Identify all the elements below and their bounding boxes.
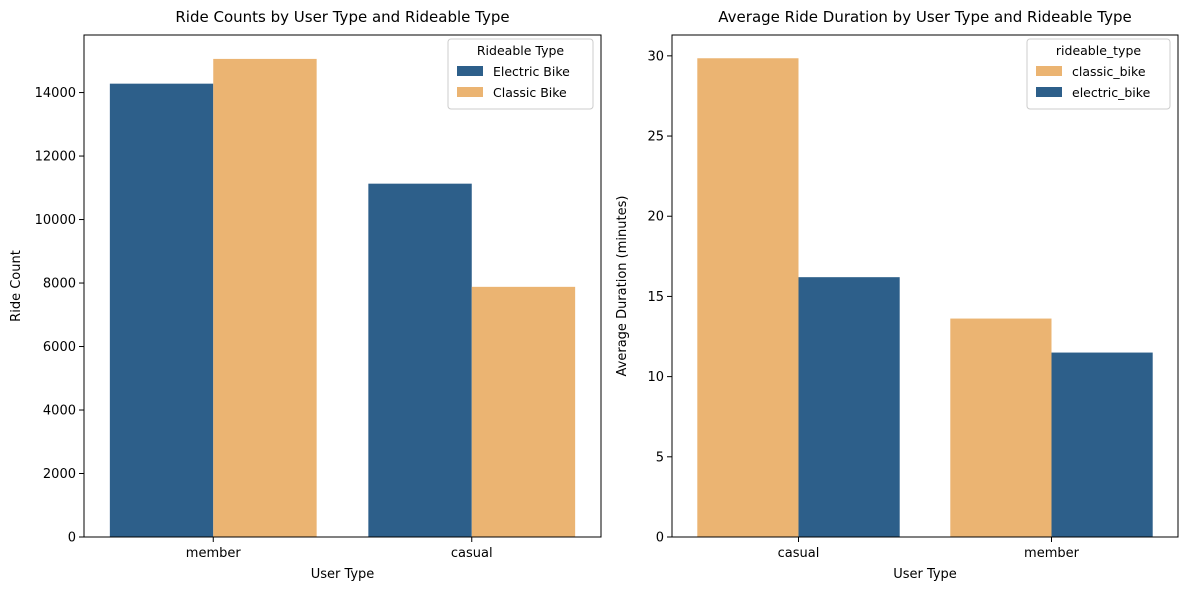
average-duration-chart: 0 5 10 15 20 25 30 casual member User Type Average… — [615, 8, 1179, 582]
bar-electric-bike-casual — [798, 277, 900, 537]
bar-classic-bike-member — [950, 318, 1052, 537]
legend-box — [1026, 38, 1171, 110]
x-tick-label: member — [1024, 546, 1080, 561]
y-tick-label: 5 — [656, 450, 664, 465]
legend: rideable_type classic_bike electric_bike — [1026, 38, 1171, 110]
legend-box — [447, 38, 594, 110]
y-tick-label: 12000 — [35, 150, 76, 165]
x-tick-label: casual — [778, 546, 820, 561]
chart-title: Ride Counts by User Type and Rideable Ty… — [175, 8, 509, 26]
y-axis-label: Average Duration (minutes) — [615, 196, 630, 377]
y-tick-label: 0 — [656, 531, 664, 546]
legend-swatch — [1036, 66, 1062, 76]
bar-classic-bike-casual — [697, 58, 799, 538]
y-tick-label: 10 — [647, 370, 664, 385]
y-tick-label: 25 — [647, 130, 664, 145]
legend-label: Classic Bike — [493, 85, 567, 100]
y-tick-label: 20 — [647, 210, 664, 225]
y-tick-label: 10000 — [35, 213, 76, 228]
y-tick-label: 14000 — [35, 86, 76, 101]
y-tick-label: 15 — [647, 290, 664, 305]
y-tick-label: 30 — [647, 49, 664, 64]
legend-label: electric_bike — [1072, 85, 1151, 100]
legend-label: Electric Bike — [493, 64, 570, 79]
y-tick-label: 2000 — [43, 467, 76, 482]
legend-swatch — [1036, 87, 1062, 97]
chart-title: Average Ride Duration by User Type and R… — [718, 8, 1131, 26]
y-tick-label: 0 — [68, 531, 76, 546]
legend-label: classic_bike — [1072, 64, 1146, 79]
bar-classic-bike-casual — [471, 286, 576, 537]
legend: Rideable Type Electric Bike Classic Bike — [447, 38, 594, 110]
y-tick-label: 6000 — [43, 340, 76, 355]
bar-electric-bike-member — [109, 83, 214, 538]
x-tick-label: member — [186, 546, 242, 561]
legend-title: Rideable Type — [477, 43, 565, 58]
plot-frame — [83, 34, 602, 538]
ride-counts-chart: 0 2000 4000 6000 8000 10000 12000 14000 member ca… — [9, 8, 602, 582]
y-tick-label: 4000 — [43, 404, 76, 419]
plot-frame — [671, 34, 1179, 538]
x-tick-label: casual — [451, 546, 493, 561]
y-axis-label: Ride Count — [9, 250, 24, 322]
x-axis-label: User Type — [893, 567, 957, 582]
legend-swatch — [457, 66, 483, 76]
bar-electric-bike-member — [1051, 352, 1153, 537]
x-axis-label: User Type — [311, 567, 375, 582]
y-tick-label: 8000 — [43, 277, 76, 292]
bar-classic-bike-member — [213, 58, 317, 538]
legend-title: rideable_type — [1056, 43, 1141, 58]
bar-electric-bike-casual — [368, 183, 472, 537]
legend-swatch — [457, 87, 483, 97]
